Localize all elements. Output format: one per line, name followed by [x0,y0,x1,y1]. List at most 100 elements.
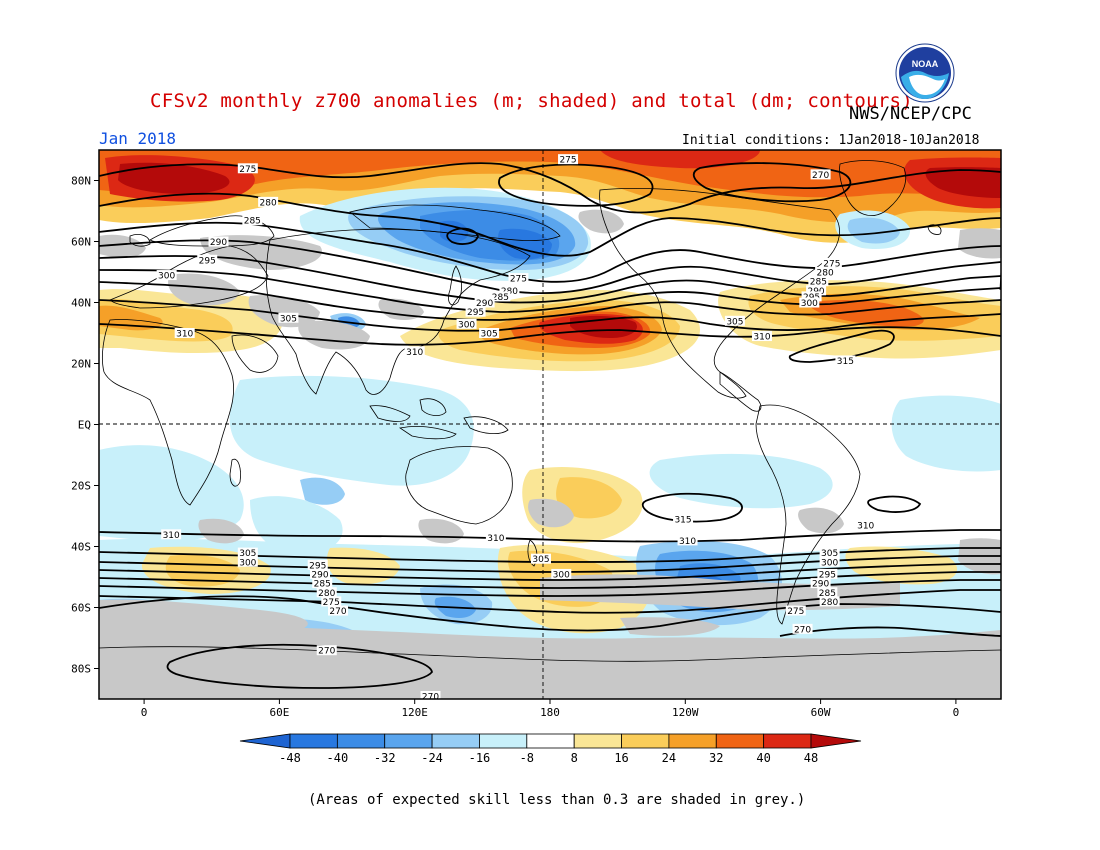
svg-text:275: 275 [239,165,256,175]
contour-label: 295 [465,306,486,318]
contour-label: 275 [558,154,579,166]
colorbar-label: -8 [520,751,534,765]
svg-text:300: 300 [158,272,175,282]
lat-tick-label: 20S [71,480,91,493]
lon-tick-label: 60E [269,706,289,719]
contour-label: 315 [835,355,856,367]
svg-text:275: 275 [787,607,804,617]
contour-label: 305 [819,547,840,559]
svg-text:295: 295 [309,561,326,571]
contour-label: 305 [479,328,500,340]
contour-label: 310 [751,331,772,343]
colorbar: -48 -40 -32 -24 -16 -8 8 16 24 32 40 48 [239,733,862,765]
contour-label: 285 [817,587,838,599]
svg-text:300: 300 [239,558,256,568]
svg-text:310: 310 [753,333,770,343]
lon-tick-label: 120W [672,706,699,719]
svg-text:280: 280 [821,598,838,608]
svg-text:270: 270 [422,692,439,702]
svg-text:280: 280 [817,269,834,279]
svg-text:285: 285 [492,293,509,303]
svg-text:315: 315 [837,357,854,367]
contour-label: 295 [197,254,218,266]
svg-text:285: 285 [244,217,261,227]
svg-text:290: 290 [210,238,227,248]
contour-labels: 2752802852902953003053103053102752802852… [156,154,876,702]
colorbar-label: 40 [756,751,770,765]
lon-tick-label: 60W [811,706,831,719]
contour-label: 275 [321,596,342,608]
contour-label: 285 [808,276,829,288]
contour-label: 290 [208,236,229,248]
lat-tick-label: 60N [71,236,91,249]
colorbar-label: 16 [614,751,628,765]
svg-text:300: 300 [821,558,838,568]
colorbar-label: -40 [327,751,349,765]
contour-label: 300 [156,270,177,282]
contour-label: 275 [508,273,529,285]
svg-text:280: 280 [318,589,335,599]
forecast-month: Jan 2018 [99,129,177,148]
svg-text:290: 290 [311,570,328,580]
svg-text:300: 300 [553,570,570,580]
svg-text:310: 310 [406,348,423,358]
svg-text:305: 305 [726,317,743,327]
lon-tick-label: 120E [401,706,428,719]
colorbar-label: 32 [709,751,723,765]
contour-label: 280 [819,596,840,608]
contour-label: 275 [237,163,258,175]
svg-text:305: 305 [821,549,838,559]
colorbar-box [526,733,575,749]
contour-label: 300 [237,556,258,568]
colorbar-box [715,733,765,749]
colorbar-box [668,733,717,749]
contour-label: 285 [490,291,511,303]
contour-label: 315 [673,514,694,526]
svg-text:275: 275 [823,259,840,269]
contour-label: 310 [404,346,425,358]
colorbar-low-triangle [239,733,291,749]
chart-title: CFSv2 monthly z700 anomalies (m; shaded)… [150,90,914,112]
contour-label: 285 [242,215,263,227]
colorbar-high-triangle [810,733,862,749]
contour-label: 310 [855,520,876,532]
contour-label: 305 [724,315,745,327]
svg-text:270: 270 [812,171,829,181]
svg-text:270: 270 [329,607,346,617]
svg-text:310: 310 [487,534,504,544]
svg-text:290: 290 [812,580,829,590]
svg-text:295: 295 [819,570,836,580]
contour-label: 270 [792,623,813,635]
contour-label: 270 [316,645,337,657]
low-skill-mask [99,209,1001,699]
contour-label: 305 [530,553,551,565]
svg-text:290: 290 [476,299,493,309]
lat-tick-label: 80S [71,663,91,676]
colorbar-box [573,733,622,749]
colorbar-box [431,733,480,749]
svg-text:295: 295 [199,256,216,266]
contour-label: 310 [677,535,698,547]
svg-text:270: 270 [794,625,811,635]
svg-text:270: 270 [318,647,335,657]
lon-tick-label: 0 [141,706,148,719]
svg-text:285: 285 [314,580,331,590]
colorbar-label: -32 [374,751,396,765]
contour-label: 280 [815,267,836,279]
contour-label: 280 [316,587,337,599]
svg-text:280: 280 [260,198,277,208]
colorbar-box [479,733,528,749]
contour-label: 295 [307,559,328,571]
noaa-logo-text: NOAA [912,59,939,69]
lon-tick-label: 0 [953,706,960,719]
svg-text:275: 275 [323,598,340,608]
contour-label: 290 [474,297,495,309]
contour-label: 305 [237,547,258,559]
contour-label: 275 [785,605,806,617]
lat-tick-label: EQ [78,419,91,432]
contour-label: 305 [278,312,299,324]
svg-text:315: 315 [674,516,691,526]
lat-tick-label: 80N [71,175,91,188]
svg-text:300: 300 [801,299,818,309]
contour-label: 275 [821,257,842,269]
